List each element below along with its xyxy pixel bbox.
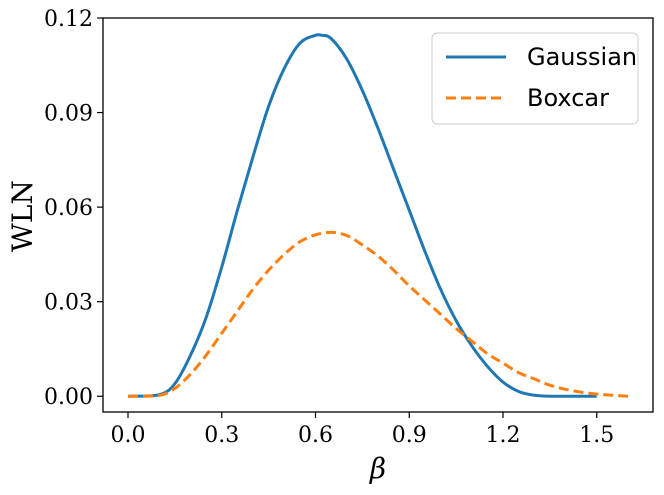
x-tick-label: 0.9: [392, 423, 427, 448]
series-line-boxcar: [127, 230, 629, 398]
plot-frame: [102, 17, 654, 413]
x-axis: 0.0 0.3 0.6 0.9 1.2 1.5: [111, 412, 614, 448]
y-axis: 0.00 0.03 0.06 0.09 0.12: [44, 7, 103, 410]
x-tick-label: 0.3: [204, 423, 239, 448]
legend-label-boxcar: Boxcar: [527, 84, 609, 112]
y-tick-label: 0.03: [44, 291, 93, 316]
y-tick-label: 0.09: [44, 102, 93, 127]
x-tick-label: 0.0: [111, 423, 146, 448]
x-tick-label: 0.6: [298, 423, 333, 448]
x-tick-label: 1.2: [486, 423, 521, 448]
series-line-gaussian: [127, 33, 597, 398]
y-tick-label: 0.12: [44, 7, 93, 32]
x-tick-label: 1.5: [579, 423, 614, 448]
x-axis-label: β: [369, 452, 386, 485]
series-layer: [127, 33, 629, 398]
y-axis-label: WLN: [6, 180, 39, 252]
y-tick-label: 0.06: [44, 196, 93, 221]
legend-label-gaussian: Gaussian: [527, 43, 637, 71]
y-tick-label: 0.00: [44, 385, 93, 410]
legend: Gaussian Boxcar: [431, 32, 639, 125]
